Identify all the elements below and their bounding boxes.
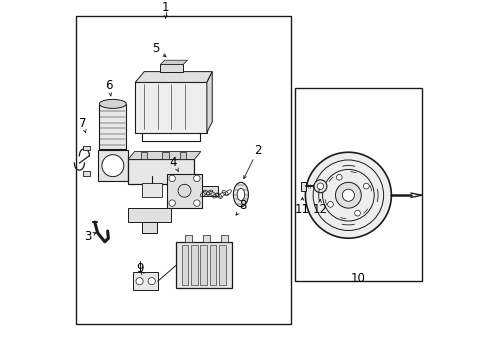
Circle shape [354, 210, 360, 216]
Bar [219, 245, 225, 285]
Bar [162, 152, 168, 159]
Bar [76, 16, 290, 324]
Circle shape [327, 202, 333, 207]
Ellipse shape [237, 188, 244, 201]
Text: 6: 6 [105, 80, 113, 93]
Circle shape [193, 175, 200, 181]
Text: 10: 10 [350, 272, 365, 285]
Text: 1: 1 [162, 1, 169, 14]
Bar [128, 161, 134, 170]
Bar [203, 235, 209, 242]
Bar [167, 174, 201, 208]
Circle shape [313, 180, 326, 193]
Polygon shape [128, 152, 201, 159]
Polygon shape [160, 60, 187, 64]
Text: 8: 8 [239, 199, 246, 212]
Polygon shape [135, 72, 212, 82]
Bar [135, 82, 206, 132]
Circle shape [336, 175, 342, 180]
Bar [221, 235, 227, 242]
Circle shape [317, 183, 323, 189]
Bar [294, 88, 421, 281]
Bar [142, 183, 162, 197]
Circle shape [148, 278, 155, 285]
Bar [200, 245, 206, 285]
Bar [209, 245, 216, 285]
Text: 3: 3 [84, 230, 91, 243]
Text: 4: 4 [169, 156, 177, 169]
Text: 11: 11 [294, 203, 309, 216]
Bar [128, 159, 194, 184]
Ellipse shape [99, 99, 126, 108]
Bar [180, 152, 186, 159]
Circle shape [305, 152, 390, 238]
Text: 7: 7 [79, 117, 86, 130]
Circle shape [136, 278, 143, 285]
Bar [160, 64, 183, 72]
Text: 5: 5 [152, 42, 159, 55]
Polygon shape [206, 72, 212, 132]
Bar [201, 186, 217, 196]
Text: 2: 2 [253, 144, 261, 157]
Bar [141, 152, 147, 159]
Text: 12: 12 [311, 203, 326, 216]
Text: 9: 9 [136, 262, 143, 275]
Circle shape [178, 184, 190, 197]
Bar [133, 272, 158, 290]
Circle shape [342, 189, 354, 201]
Bar [185, 235, 191, 242]
Circle shape [102, 155, 123, 177]
Ellipse shape [233, 182, 248, 207]
Bar [98, 150, 128, 181]
Bar [128, 208, 171, 222]
Bar [176, 242, 231, 288]
Bar [82, 146, 90, 150]
Circle shape [168, 200, 175, 206]
Bar [99, 104, 126, 149]
Bar [300, 182, 306, 190]
Bar [82, 171, 90, 176]
Bar [142, 222, 157, 233]
Circle shape [193, 200, 200, 206]
Bar [182, 245, 188, 285]
Bar [191, 245, 197, 285]
Circle shape [335, 182, 361, 208]
Circle shape [168, 175, 175, 181]
Circle shape [363, 183, 368, 189]
